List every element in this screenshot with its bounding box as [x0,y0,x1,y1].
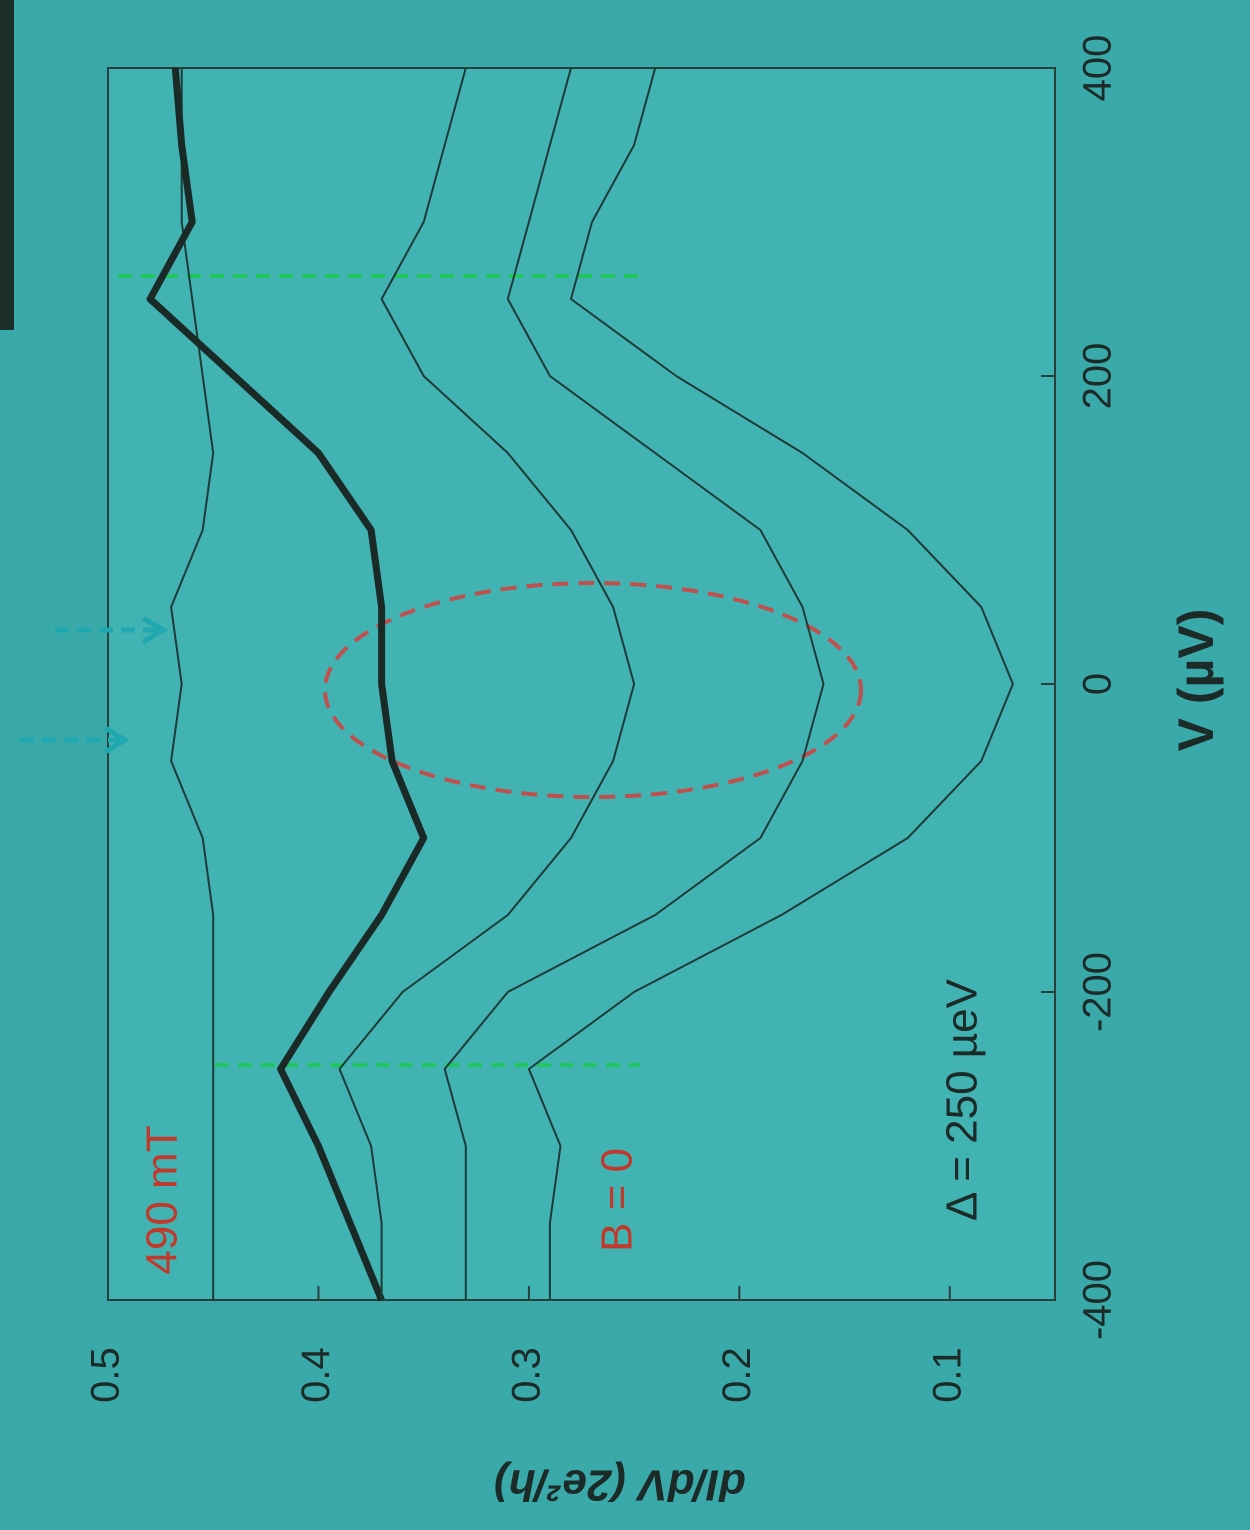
series-line [170,68,215,1300]
x-tick-label: 200 [1076,343,1120,410]
x-tick-label: -200 [1076,952,1120,1032]
arrows [20,615,168,755]
x-tick-label: -400 [1076,1260,1120,1340]
y-tick-label: 0.5 [84,1347,128,1403]
y-tick-label: 0.3 [504,1347,548,1403]
y-tick-label: 0.2 [715,1347,759,1403]
x-tick-label: 0 [1076,673,1120,695]
series-line [527,67,1014,1300]
x-tick-label: 400 [1076,35,1120,102]
x-axis-label: V (µV) [1168,609,1224,752]
arrow-head [141,615,168,645]
highlight-ellipse [323,581,863,799]
slide-edge [0,0,14,330]
plot-frame [107,67,1056,1301]
annotation: Δ = 250 µeV [938,978,987,1221]
y-axis-label: dI/dV (2e²/h) [494,1460,746,1509]
series-label: B = 0 [593,1148,642,1252]
y-tick-label: 0.4 [294,1347,338,1403]
arrow-head [103,725,130,755]
series-line [146,67,428,1302]
y-tick-label: 0.1 [925,1347,969,1403]
series-line [443,67,825,1300]
series-label: 490 mT [138,1125,187,1274]
series-line [338,67,636,1300]
